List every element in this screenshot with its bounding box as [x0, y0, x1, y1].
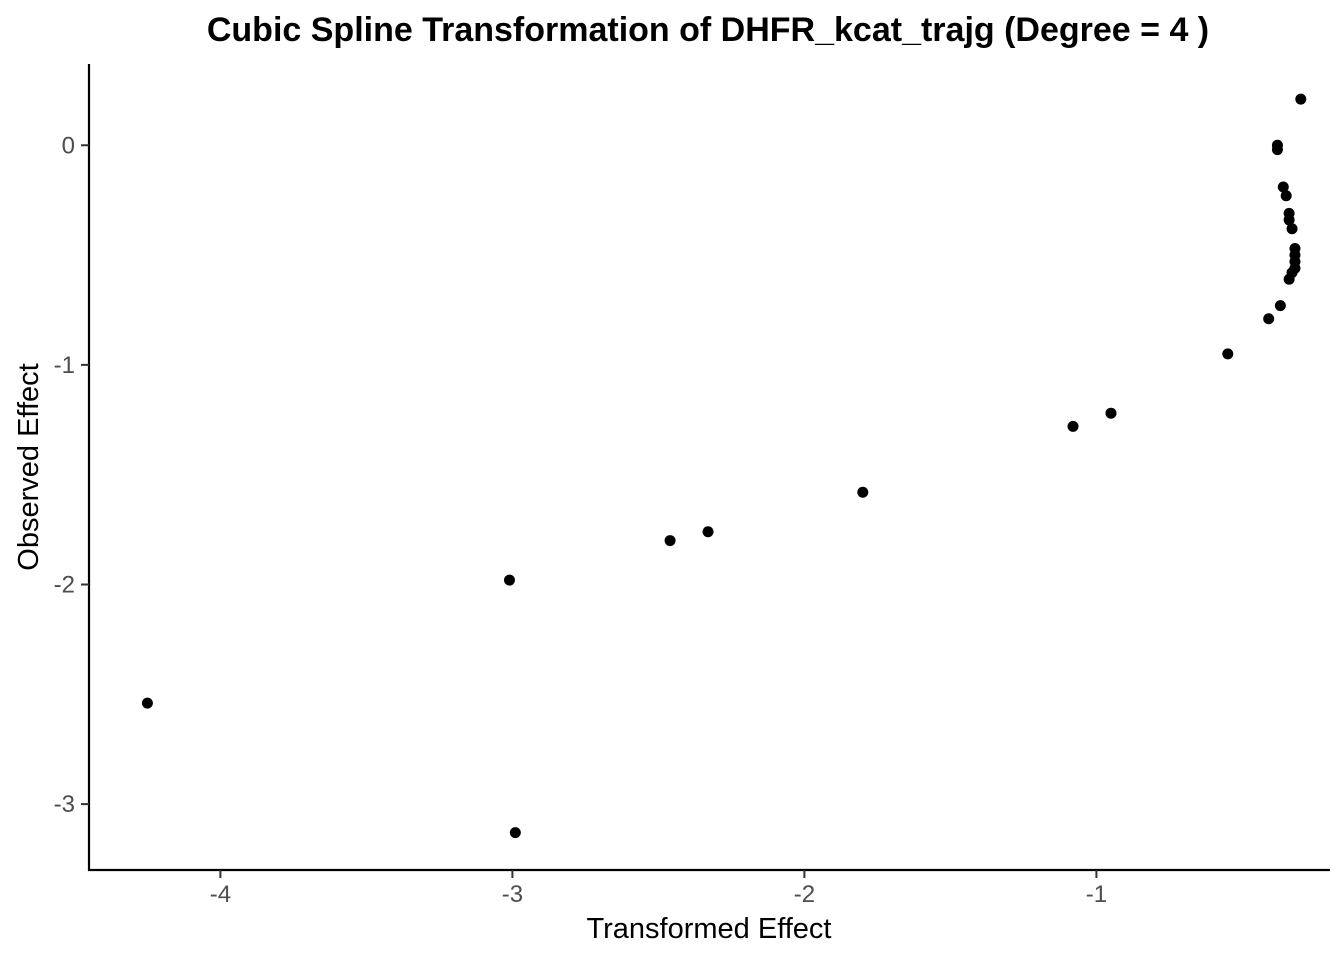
- data-point: [702, 526, 714, 538]
- y-tick-label: 0: [62, 132, 75, 159]
- y-tick-label: -1: [54, 352, 75, 379]
- x-tick-label: -4: [210, 881, 231, 908]
- data-point: [1295, 93, 1307, 105]
- data-point: [1277, 181, 1289, 193]
- x-tick-label: -2: [794, 881, 815, 908]
- x-axis-label: Transformed Effect: [587, 913, 832, 945]
- data-point: [1283, 207, 1295, 219]
- data-point: [1105, 407, 1117, 419]
- x-tick-label: -1: [1086, 881, 1107, 908]
- data-point: [1271, 144, 1283, 156]
- data-point: [509, 827, 521, 839]
- y-axis-label: Observed Effect: [13, 363, 45, 570]
- data-point: [1263, 313, 1275, 325]
- chart-title: Cubic Spline Transformation of DHFR_kcat…: [207, 11, 1209, 49]
- y-tick-label: -3: [54, 791, 75, 818]
- data-point: [1280, 190, 1292, 202]
- data-points: [141, 93, 1307, 839]
- data-point: [1067, 420, 1079, 432]
- x-axis-ticks: -4 -3 -2 -1: [210, 870, 1107, 908]
- data-point: [1289, 242, 1301, 254]
- data-point: [664, 535, 676, 547]
- y-axis-ticks: 0 -1 -2 -3: [54, 132, 89, 818]
- data-point: [141, 697, 153, 709]
- data-point: [1222, 348, 1234, 360]
- data-point: [1286, 223, 1298, 235]
- data-point: [503, 574, 515, 586]
- data-point: [857, 486, 869, 498]
- data-point: [1274, 300, 1286, 312]
- x-tick-label: -3: [502, 881, 523, 908]
- y-tick-label: -2: [54, 571, 75, 598]
